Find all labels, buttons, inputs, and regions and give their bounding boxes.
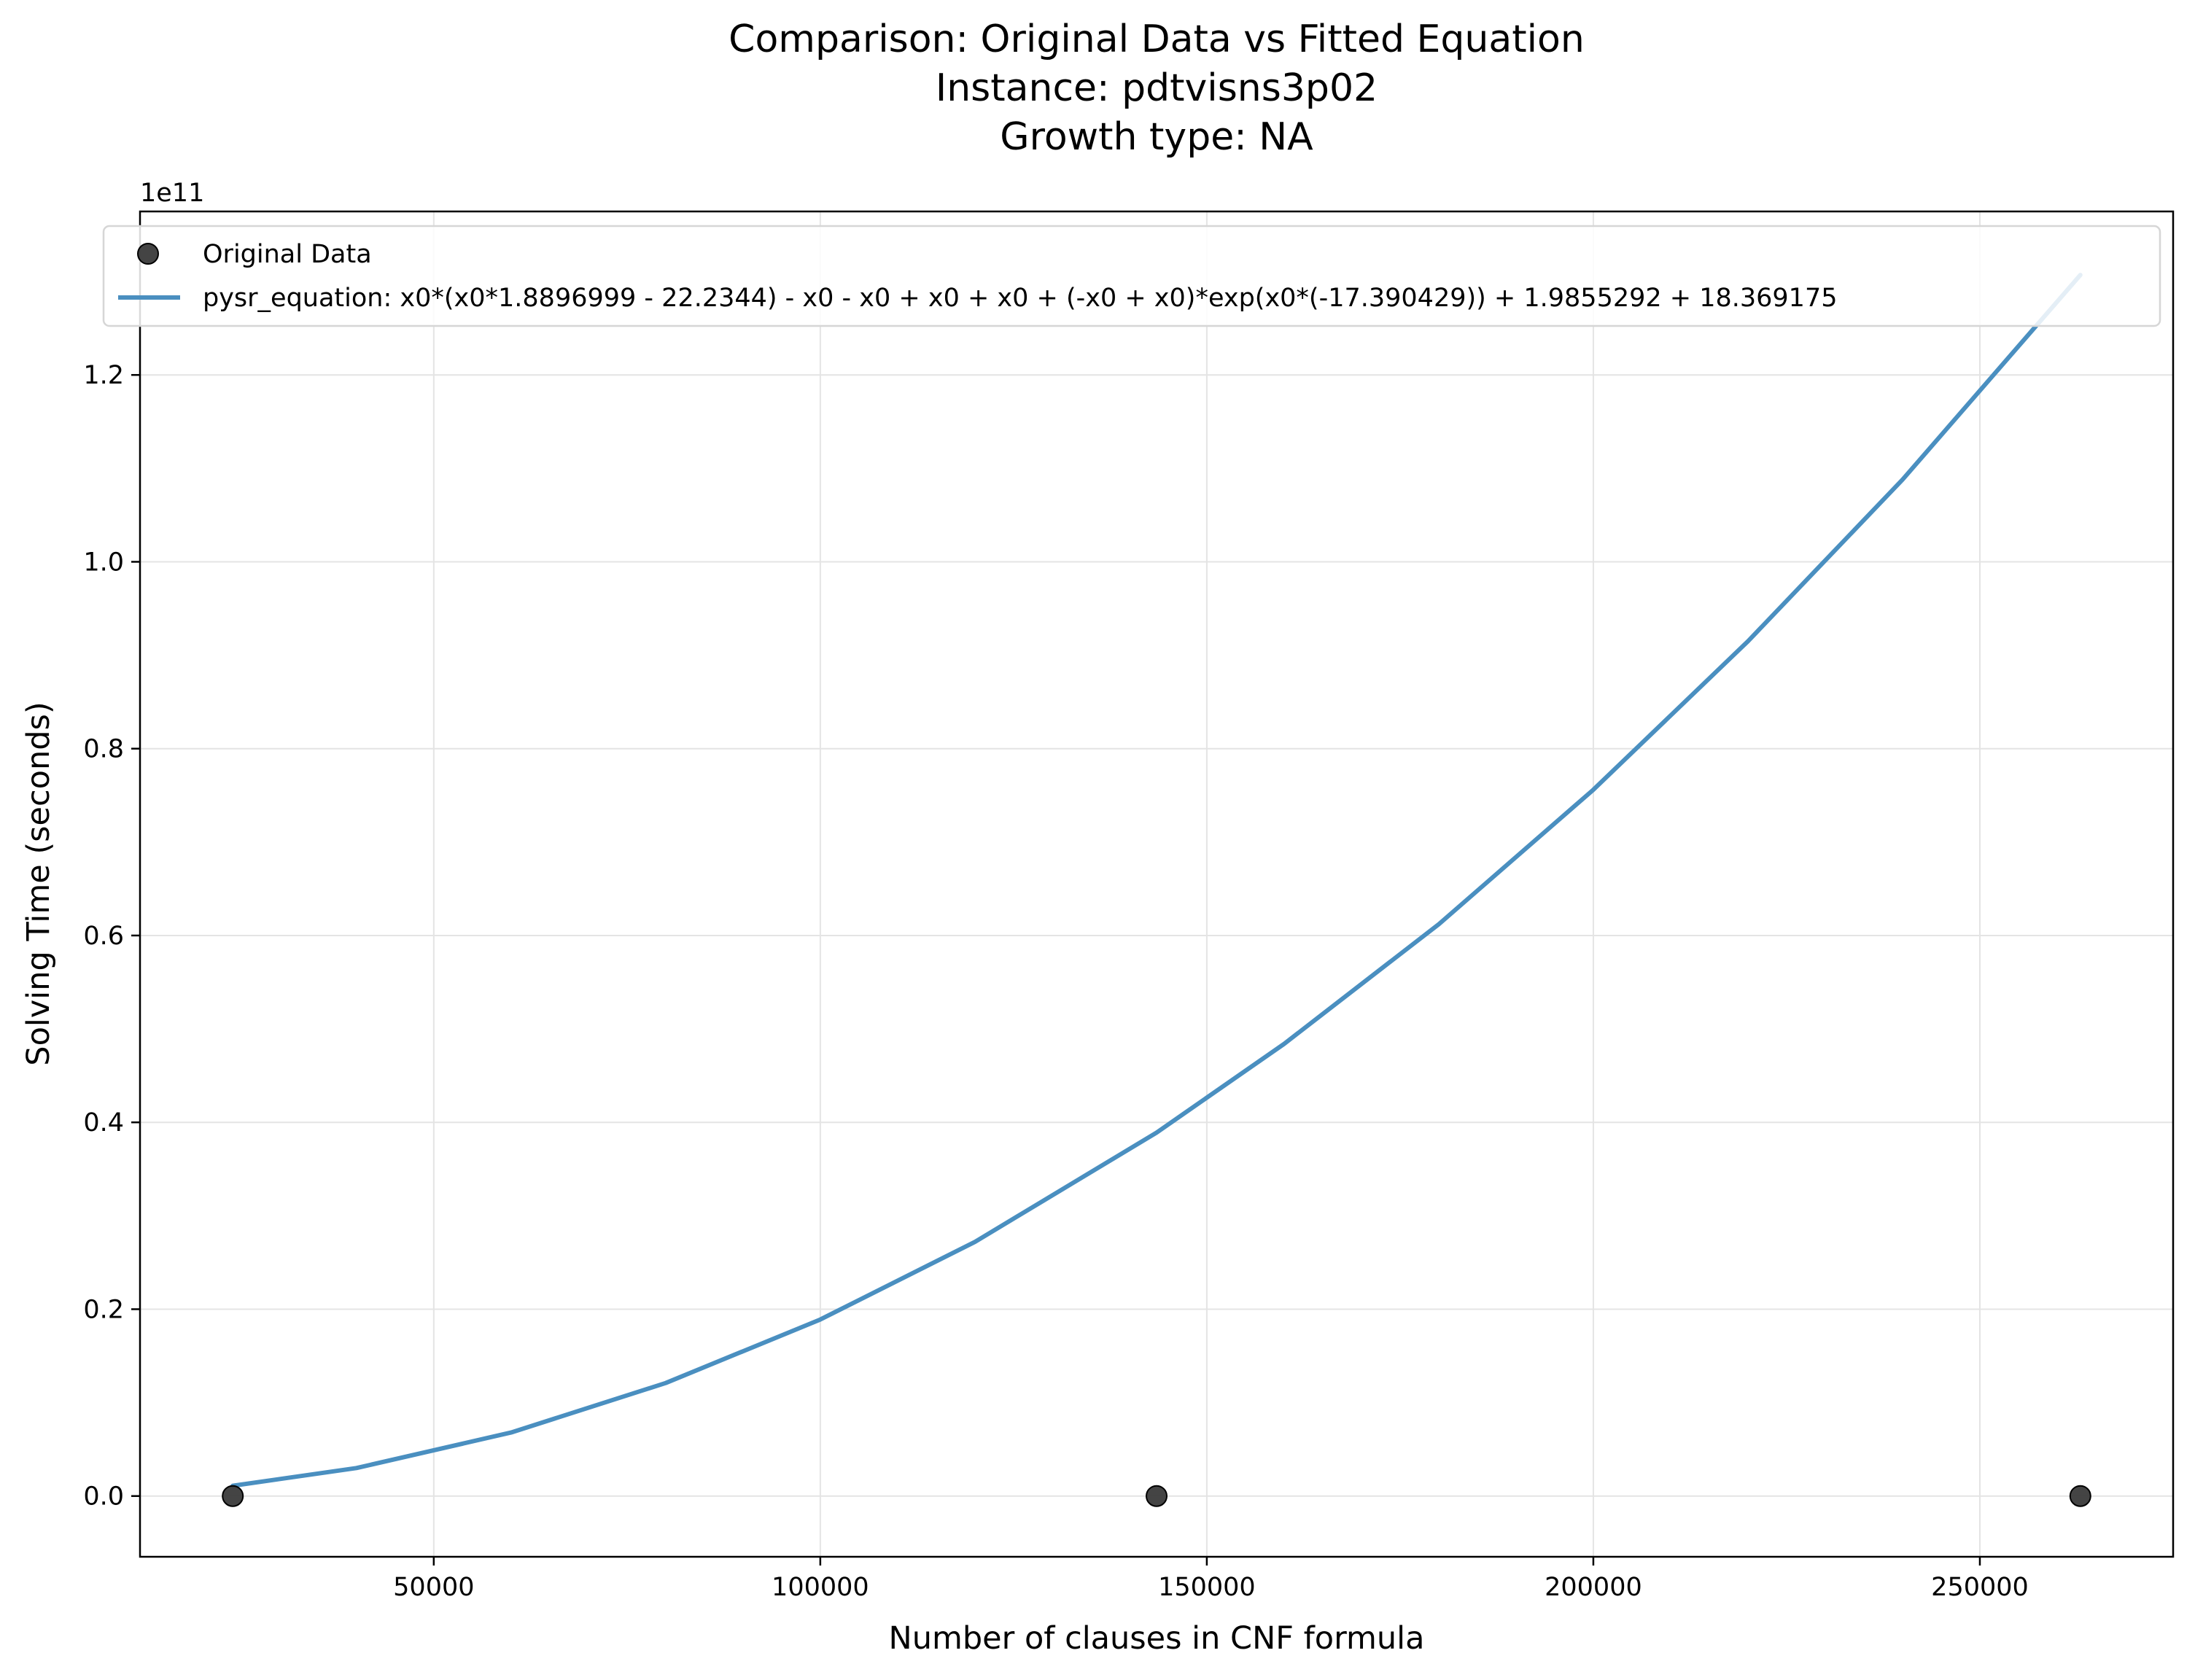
x-axis-label: Number of clauses in CNF formula — [889, 1620, 1425, 1657]
chart-title-line-3: Growth type: NA — [1000, 115, 1313, 159]
chart-title-line-1: Comparison: Original Data vs Fitted Equa… — [729, 18, 1585, 61]
legend-label-original-data: Original Data — [203, 240, 372, 269]
legend-label-pysr-equation: pysr_equation: x0*(x0*1.8896999 - 22.234… — [203, 284, 1838, 313]
y-offset-label: 1e11 — [140, 179, 204, 208]
y-tick-label: 0.6 — [83, 922, 124, 951]
y-tick-label: 0.4 — [83, 1108, 124, 1138]
data-point-original — [2069, 1485, 2091, 1507]
y-tick-label: 1.0 — [83, 548, 124, 577]
data-point-original — [1146, 1485, 1168, 1507]
plot-series — [222, 273, 2091, 1507]
x-tick-label: 100000 — [772, 1573, 869, 1602]
y-axis-label: Solving Time (seconds) — [20, 701, 57, 1065]
chart-title-line-2: Instance: pdtvisns3p02 — [936, 66, 1378, 110]
y-tick-label: 1.2 — [83, 361, 124, 390]
axis-ticks: 50000 100000 150000 200000 250000 0.0 0.2 0.4 0.… — [83, 361, 2028, 1602]
legend-marker-original-data — [137, 243, 159, 265]
x-tick-label: 150000 — [1158, 1573, 1256, 1602]
y-tick-label: 0.0 — [83, 1482, 124, 1512]
legend-frame — [102, 225, 2161, 327]
fitted-equation-line — [230, 273, 2083, 1488]
x-tick-label: 250000 — [1931, 1573, 2029, 1602]
y-tick-label: 0.2 — [83, 1295, 124, 1324]
y-tick-label: 0.8 — [83, 735, 124, 764]
x-tick-label: 50000 — [393, 1573, 474, 1602]
plot-frame — [139, 210, 2175, 1558]
legend: Original Data pysr_equation: x0*(x0*1.88… — [102, 225, 2161, 327]
x-tick-label: 200000 — [1545, 1573, 1642, 1602]
data-point-original — [222, 1485, 244, 1507]
grid — [140, 211, 2173, 1557]
